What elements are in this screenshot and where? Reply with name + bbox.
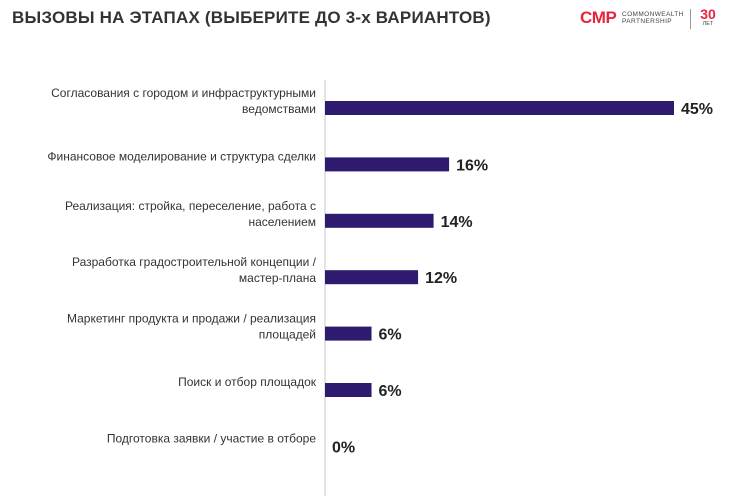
category-label: населением	[248, 215, 316, 229]
bar	[325, 101, 674, 115]
chart-title: ВЫЗОВЫ НА ЭТАПАХ (ВЫБЕРИТЕ ДО 3-х ВАРИАН…	[12, 8, 491, 27]
category-label: Маркетинг продукта и продажи / реализаци…	[67, 312, 316, 326]
data-label: 0%	[332, 439, 355, 456]
logo-anniversary: 30 ЛЕТ	[696, 7, 720, 28]
category-label: Подготовка заявки / участие в отборе	[107, 431, 316, 445]
bar	[325, 270, 419, 285]
category-label: мастер-плана	[239, 271, 316, 285]
logo-mark: CMP	[580, 8, 617, 27]
logo-brand-text: COMMONWEALTH PARTNERSHIP	[622, 11, 684, 25]
data-label: 14%	[441, 214, 473, 231]
logo-years-number: 30	[700, 6, 716, 22]
category-label: Разработка градостроительной концепции /	[72, 255, 317, 269]
bar	[325, 213, 434, 228]
category-label: Поиск и отбор площадок	[178, 375, 317, 389]
data-label: 16%	[456, 157, 488, 174]
bar	[325, 157, 450, 172]
category-label: площадей	[259, 328, 316, 342]
bar	[325, 326, 372, 341]
category-label: ведомствами	[242, 102, 316, 116]
data-label: 12%	[425, 270, 457, 287]
company-logo: CMP COMMONWEALTH PARTNERSHIP 30 ЛЕТ	[580, 6, 730, 36]
category-label: Финансовое моделирование и структура сде…	[47, 149, 316, 163]
logo-divider	[690, 9, 691, 29]
data-label: 45%	[681, 101, 713, 118]
data-label: 6%	[379, 383, 402, 400]
bar	[325, 383, 372, 397]
logo-years-word: ЛЕТ	[702, 21, 714, 27]
category-label: Согласования с городом и инфраструктурны…	[51, 86, 316, 100]
category-label: Реализация: стройка, переселение, работа…	[65, 199, 316, 213]
data-label: 6%	[379, 327, 402, 344]
